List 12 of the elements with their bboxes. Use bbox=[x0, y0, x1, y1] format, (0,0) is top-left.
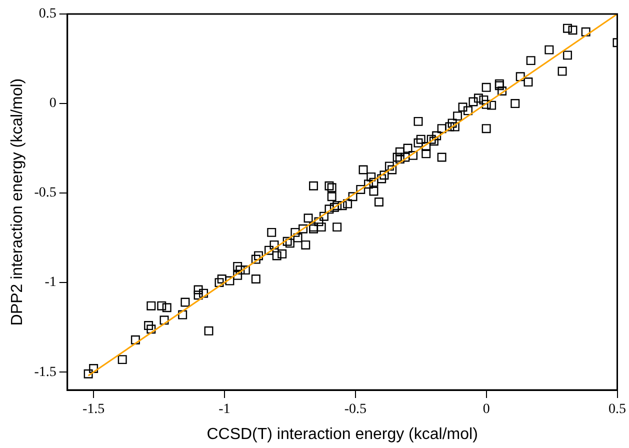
y-tick-label: -1.5 bbox=[34, 364, 56, 380]
x-tick-label: -0.5 bbox=[344, 402, 366, 418]
x-tick-label: 0 bbox=[482, 402, 490, 418]
x-tick-label: -1.5 bbox=[82, 402, 105, 418]
y-axis-title: DPP2 interaction energy (kcal/mol) bbox=[9, 78, 26, 326]
x-axis-title: CCSD(T) interaction energy (kcal/mol) bbox=[206, 426, 478, 443]
y-tick-label: 0 bbox=[49, 96, 56, 112]
y-tick-label: -0.5 bbox=[34, 186, 56, 201]
x-tick-label: -1 bbox=[218, 402, 230, 418]
y-tick-label: -1 bbox=[44, 275, 56, 290]
y-tick-label: 0.5 bbox=[38, 6, 56, 22]
x-tick-label: 0.5 bbox=[608, 402, 626, 418]
